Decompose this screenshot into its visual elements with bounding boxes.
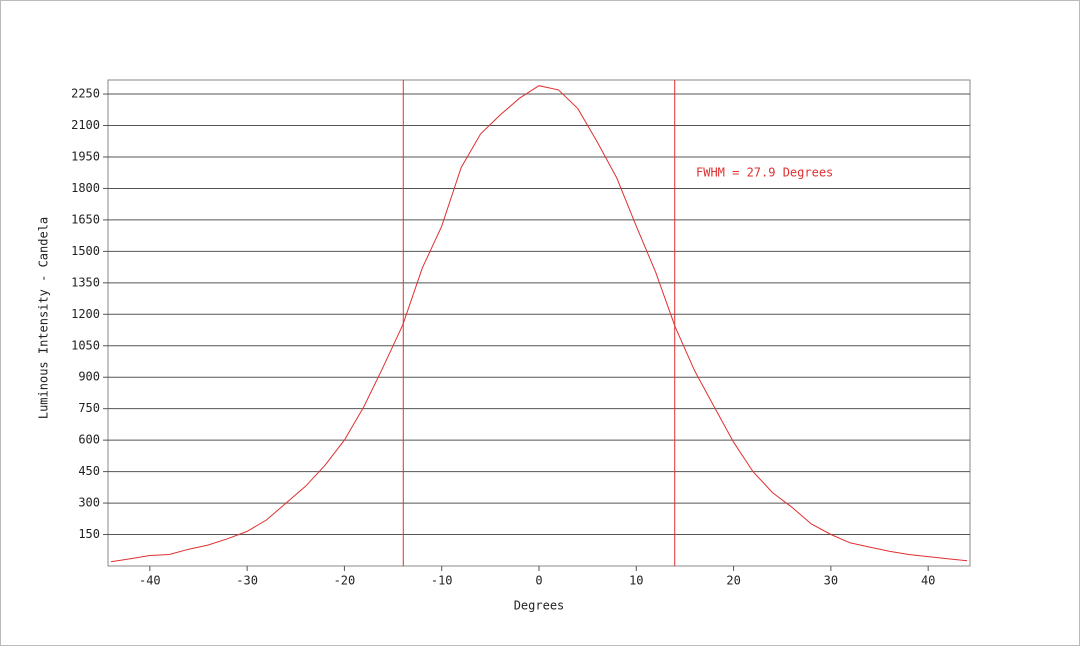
y-tick-label: 2100 xyxy=(71,118,100,132)
x-tick-label: 20 xyxy=(726,574,740,588)
x-tick-label: 30 xyxy=(824,574,838,588)
annotation: FWHM = 27.9 Degrees xyxy=(696,166,833,180)
y-tick-label: 1950 xyxy=(71,149,100,163)
y-tick-label: 1500 xyxy=(71,244,100,258)
x-tick-label: 40 xyxy=(921,574,935,588)
y-tick-label: 1200 xyxy=(71,307,100,321)
x-tick-label: -30 xyxy=(236,574,258,588)
y-tick-label: 900 xyxy=(78,370,100,384)
x-tick-label: -20 xyxy=(334,574,356,588)
y-tick-label: 750 xyxy=(78,401,100,415)
y-tick-label: 1650 xyxy=(71,212,100,226)
y-tick-label: 300 xyxy=(78,496,100,510)
y-tick-label: 600 xyxy=(78,433,100,447)
plot-area xyxy=(107,79,971,567)
y-tick-label: 1350 xyxy=(71,275,100,289)
y-tick-label: 450 xyxy=(78,464,100,478)
y-tick-label: 1800 xyxy=(71,181,100,195)
x-tick-label: -10 xyxy=(431,574,453,588)
y-tick-label: 150 xyxy=(78,527,100,541)
y-tick-label: 2250 xyxy=(71,87,100,101)
data-line xyxy=(110,85,968,563)
x-tick-label: 10 xyxy=(629,574,643,588)
y-tick-label: 1050 xyxy=(71,338,100,352)
x-tick-label: 0 xyxy=(535,574,542,588)
x-tick-label: -40 xyxy=(139,574,161,588)
x-axis-label: Degrees xyxy=(514,599,565,613)
y-axis-label: Luminous Intensity - Candela xyxy=(37,217,51,419)
